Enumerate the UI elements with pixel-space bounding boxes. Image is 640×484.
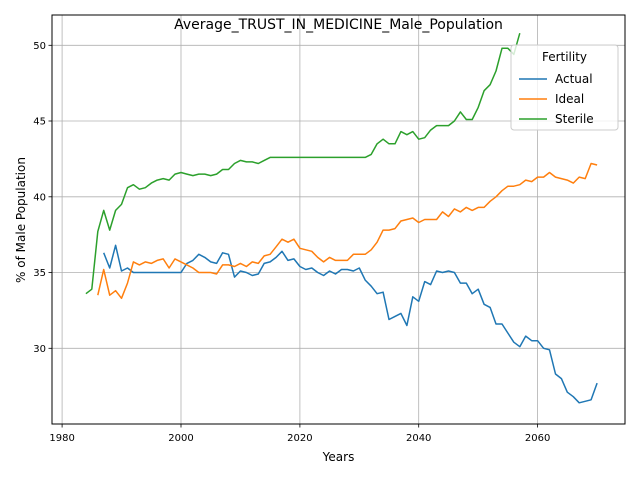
y-tick-label: 50: [33, 41, 46, 52]
y-tick-label: 35: [33, 268, 46, 279]
x-tick-label: 1980: [49, 433, 74, 444]
y-axis-label: % of Male Population: [14, 157, 28, 283]
legend-label-ideal: Ideal: [555, 92, 584, 106]
legend-box: [510, 44, 619, 131]
legend-label-actual: Actual: [555, 72, 593, 86]
x-tick-label: 2040: [406, 433, 431, 444]
x-axis-label: Years: [322, 450, 355, 464]
plot-frame: [51, 14, 626, 425]
x-tick-label: 2060: [525, 433, 550, 444]
x-axis-ticks: 1980 2000 2020 2040 2060: [49, 424, 550, 444]
series-layer: [85, 32, 598, 404]
legend-title: Fertility: [542, 50, 587, 64]
legend: Fertility Actual Ideal Sterile: [510, 44, 619, 131]
x-tick-label: 2020: [287, 433, 312, 444]
y-tick-label: 30: [33, 344, 46, 355]
y-tick-label: 40: [33, 192, 46, 203]
series-line-ideal: [97, 162, 598, 300]
x-tick-label: 2000: [168, 433, 193, 444]
y-tick-label: 45: [33, 117, 46, 128]
y-axis-ticks: 30 35 40 45 50: [33, 41, 52, 355]
series-line-sterile: [85, 32, 521, 295]
legend-label-sterile: Sterile: [555, 112, 594, 126]
legend-items: Actual Ideal Sterile: [519, 72, 594, 126]
chart-title: Average_TRUST_IN_MEDICINE_Male_Populatio…: [174, 17, 503, 33]
